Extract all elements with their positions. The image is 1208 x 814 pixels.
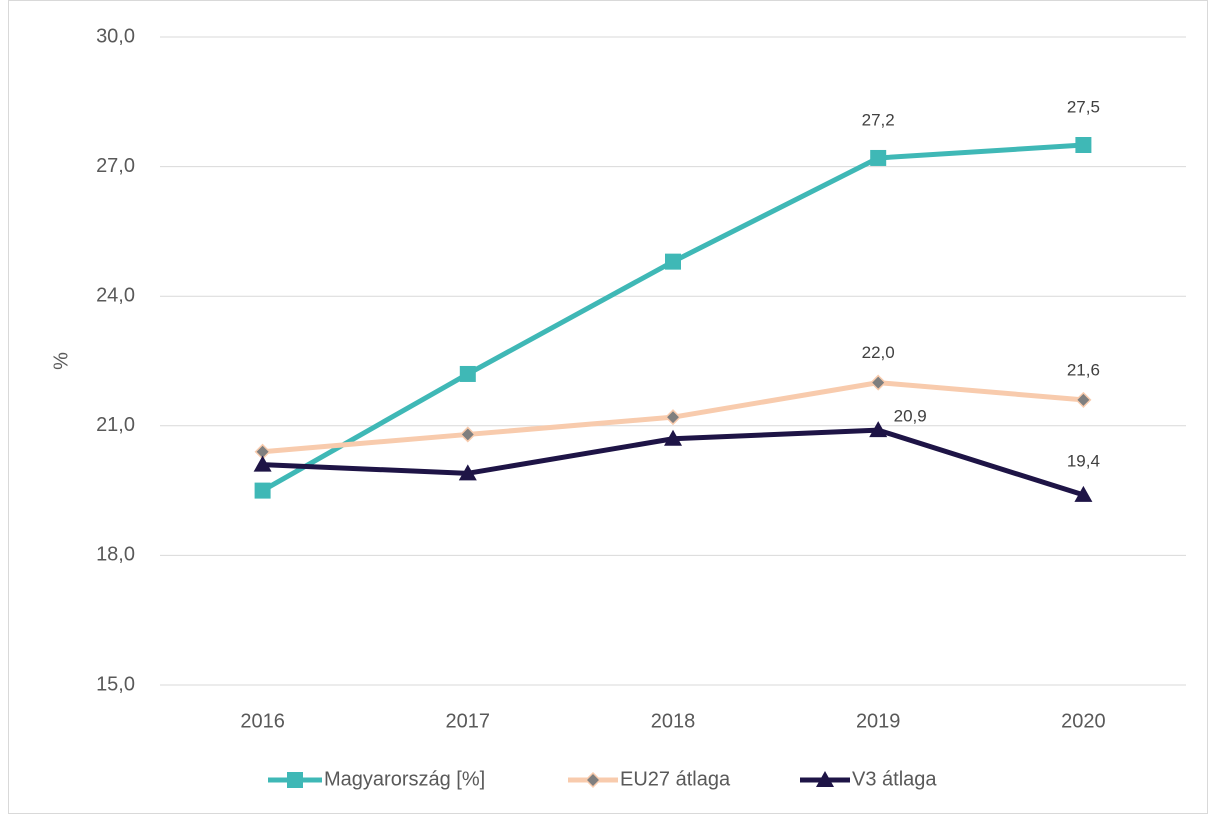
point-marker xyxy=(664,409,682,426)
data-label: 27,5 xyxy=(1067,97,1100,116)
y-tick-label: 18,0 xyxy=(96,544,135,566)
point-marker xyxy=(870,149,887,166)
data-label: 27,2 xyxy=(862,110,895,129)
point-marker xyxy=(254,482,271,499)
x-tick-label: 2017 xyxy=(446,710,491,732)
point-marker xyxy=(1075,137,1092,153)
y-tick-label: 15,0 xyxy=(96,673,135,695)
y-tick-label: 24,0 xyxy=(96,284,135,306)
data-label: 20,9 xyxy=(894,407,927,426)
y-axis-label: % xyxy=(50,352,72,370)
y-tick-label: 27,0 xyxy=(96,155,135,177)
point-marker xyxy=(459,365,476,382)
point-marker xyxy=(869,421,888,438)
y-tick-label: 30,0 xyxy=(96,25,135,47)
legend-marker xyxy=(816,771,834,787)
chart-border xyxy=(8,0,1208,814)
x-tick-label: 2019 xyxy=(856,710,901,732)
x-tick-label: 2020 xyxy=(1061,710,1106,732)
legend-marker xyxy=(584,771,602,789)
point-marker xyxy=(665,253,681,270)
point-marker xyxy=(1074,485,1093,502)
point-marker xyxy=(1075,391,1092,408)
point-marker xyxy=(253,455,272,472)
legend-marker xyxy=(287,772,303,788)
point-marker xyxy=(458,464,477,481)
point-marker xyxy=(664,429,682,446)
x-tick-label: 2016 xyxy=(240,710,285,732)
legend-label: Magyarország [%] xyxy=(324,768,485,790)
data-label: 22,0 xyxy=(862,343,895,362)
point-marker xyxy=(870,374,887,391)
x-tick-label: 2018 xyxy=(651,710,696,732)
data-label: 19,4 xyxy=(1067,451,1100,470)
point-marker xyxy=(459,426,476,443)
legend-label: V3 átlaga xyxy=(852,768,937,790)
y-tick-label: 21,0 xyxy=(96,414,135,436)
data-label: 21,6 xyxy=(1067,360,1100,379)
legend-label: EU27 átlaga xyxy=(620,768,731,790)
